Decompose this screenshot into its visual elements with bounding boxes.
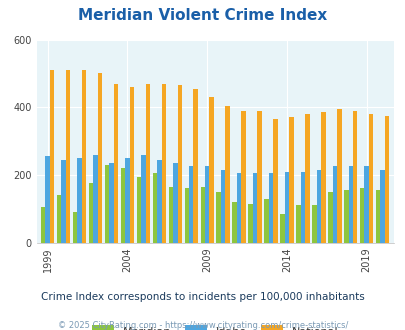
Bar [41, 207, 45, 243]
Bar [264, 199, 268, 243]
Bar [248, 204, 252, 243]
Bar [93, 154, 98, 243]
Bar [189, 166, 193, 243]
Bar [288, 117, 293, 243]
Bar [77, 158, 82, 243]
Bar [332, 166, 336, 243]
Bar [152, 173, 157, 243]
Bar [120, 168, 125, 243]
Bar [375, 190, 379, 243]
Bar [311, 205, 316, 243]
Bar [82, 70, 86, 243]
Bar [268, 173, 273, 243]
Bar [220, 170, 225, 243]
Bar [184, 188, 189, 243]
Bar [193, 89, 198, 243]
Bar [336, 109, 341, 243]
Bar [257, 111, 261, 243]
Bar [320, 112, 325, 243]
Bar [61, 160, 66, 243]
Bar [347, 166, 352, 243]
Bar [168, 187, 173, 243]
Bar [364, 166, 368, 243]
Bar [216, 192, 220, 243]
Text: © 2025 CityRating.com - https://www.cityrating.com/crime-statistics/: © 2025 CityRating.com - https://www.city… [58, 321, 347, 330]
Bar [296, 205, 300, 243]
Bar [316, 170, 320, 243]
Bar [379, 170, 384, 243]
Bar [177, 85, 181, 243]
Bar [113, 83, 118, 243]
Legend: Meridian, Idaho, National: Meridian, Idaho, National [92, 325, 337, 330]
Bar [89, 183, 93, 243]
Bar [343, 190, 347, 243]
Bar [173, 163, 177, 243]
Bar [327, 192, 332, 243]
Bar [157, 160, 161, 243]
Bar [104, 165, 109, 243]
Bar [225, 106, 229, 243]
Bar [359, 188, 364, 243]
Bar [50, 70, 54, 243]
Bar [300, 172, 305, 243]
Bar [66, 70, 70, 243]
Text: Meridian Violent Crime Index: Meridian Violent Crime Index [78, 8, 327, 23]
Bar [368, 114, 373, 243]
Bar [200, 187, 205, 243]
Bar [209, 97, 213, 243]
Bar [141, 154, 145, 243]
Bar [273, 119, 277, 243]
Bar [241, 111, 245, 243]
Bar [284, 172, 288, 243]
Bar [136, 177, 141, 243]
Bar [305, 114, 309, 243]
Bar [73, 212, 77, 243]
Bar [236, 173, 241, 243]
Text: Crime Index corresponds to incidents per 100,000 inhabitants: Crime Index corresponds to incidents per… [41, 292, 364, 302]
Bar [161, 83, 166, 243]
Bar [145, 83, 150, 243]
Bar [98, 74, 102, 243]
Bar [232, 202, 236, 243]
Bar [45, 156, 50, 243]
Bar [125, 158, 129, 243]
Bar [129, 87, 134, 243]
Bar [57, 195, 61, 243]
Bar [205, 166, 209, 243]
Bar [109, 163, 113, 243]
Bar [252, 173, 257, 243]
Bar [352, 111, 356, 243]
Bar [279, 214, 284, 243]
Bar [384, 116, 388, 243]
